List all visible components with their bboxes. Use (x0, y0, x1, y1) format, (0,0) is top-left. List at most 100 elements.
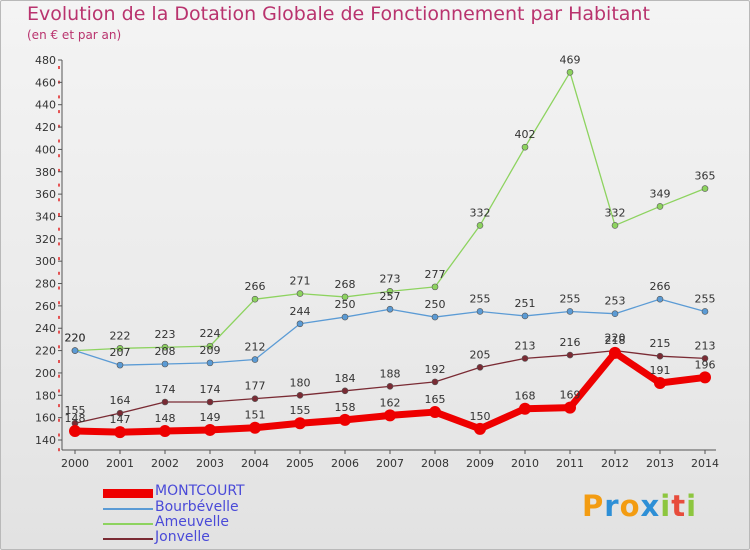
data-label: 150 (470, 410, 491, 423)
data-label: 469 (560, 53, 581, 66)
data-point (69, 425, 81, 438)
legend-swatch (103, 488, 153, 498)
data-label: 257 (380, 290, 401, 303)
legend-label: MONTCOURT (155, 483, 245, 499)
data-point (609, 346, 621, 359)
data-label: 268 (335, 278, 356, 291)
data-label: 271 (290, 275, 311, 288)
data-label: 165 (425, 393, 446, 406)
logo-letter: o (619, 489, 641, 523)
y-tick-label: 240 (35, 322, 56, 335)
data-label: 192 (425, 363, 446, 376)
data-point (654, 377, 666, 389)
legend-swatch (103, 523, 153, 525)
y-tick-label: 200 (35, 367, 56, 380)
data-point (566, 351, 574, 359)
data-label: 223 (155, 328, 176, 341)
x-tick-label: 2005 (286, 457, 314, 470)
data-point (114, 426, 126, 439)
data-label: 155 (290, 404, 311, 417)
y-tick-label: 160 (35, 412, 56, 425)
data-label: 273 (380, 272, 401, 285)
data-point (611, 310, 619, 318)
data-label: 168 (515, 390, 536, 403)
data-point (474, 422, 486, 435)
data-point (521, 312, 529, 320)
legend-label: Bourbévelle (155, 499, 239, 515)
proxiti-logo: Proxiti (582, 489, 697, 523)
data-label: 250 (335, 298, 356, 311)
data-point (249, 421, 261, 434)
x-tick-label: 2002 (151, 457, 179, 470)
x-tick-label: 2009 (466, 457, 494, 470)
data-point (206, 342, 214, 350)
data-label: 277 (425, 268, 446, 281)
data-point (519, 402, 531, 415)
y-tick-label: 460 (35, 76, 56, 89)
chart-title: Evolution de la Dotation Globale de Fonc… (27, 3, 650, 25)
data-point (161, 398, 169, 406)
data-label: 169 (560, 389, 581, 402)
data-label: 402 (515, 128, 536, 141)
data-label: 158 (335, 401, 356, 414)
data-label: 162 (380, 396, 401, 409)
data-point (611, 222, 619, 229)
y-tick-label: 180 (35, 389, 56, 402)
data-point (386, 288, 394, 295)
data-point (384, 409, 396, 422)
data-point (204, 423, 216, 436)
x-tick-label: 2004 (241, 457, 269, 470)
y-tick-label: 300 (35, 255, 56, 268)
data-point (566, 68, 574, 76)
data-point (251, 295, 259, 303)
y-tick-label: 440 (35, 99, 56, 112)
x-tick-label: 2006 (331, 457, 359, 470)
x-tick-label: 2003 (196, 457, 224, 470)
data-label: 213 (695, 339, 716, 352)
data-point (71, 347, 79, 354)
x-tick-label: 2014 (691, 457, 719, 470)
data-point (476, 222, 484, 229)
data-label: 266 (650, 280, 671, 293)
data-label: 220 (65, 332, 86, 345)
data-point (159, 425, 171, 438)
data-point (701, 355, 709, 362)
data-point (429, 406, 441, 419)
data-label: 332 (605, 206, 626, 219)
data-label: 213 (515, 339, 536, 352)
x-tick-label: 2001 (106, 457, 134, 470)
data-label: 196 (695, 358, 716, 371)
data-label: 177 (245, 380, 266, 393)
data-point (521, 143, 529, 151)
x-tick-label: 2012 (601, 457, 629, 470)
data-point (251, 395, 259, 402)
data-label: 251 (515, 297, 536, 310)
y-tick-label: 140 (35, 434, 56, 447)
data-label: 220 (65, 332, 86, 345)
data-point (656, 352, 664, 360)
data-point (431, 283, 439, 291)
legend-label: Jonvelle (155, 529, 210, 545)
data-point (521, 355, 529, 362)
data-label: 253 (605, 295, 626, 308)
data-label: 188 (380, 367, 401, 380)
data-label: 244 (290, 305, 311, 318)
data-point (476, 364, 484, 371)
data-point (116, 409, 124, 417)
y-tick-label: 360 (35, 188, 56, 201)
data-label: 255 (470, 292, 491, 305)
legend-label: Ameuvelle (155, 514, 229, 530)
logo-letter: x (640, 489, 661, 523)
data-label: 209 (200, 344, 221, 357)
data-label: 216 (560, 336, 581, 349)
data-point (699, 371, 711, 384)
data-label: 255 (695, 292, 716, 305)
y-tick-label: 400 (35, 143, 56, 156)
x-tick-label: 2007 (376, 457, 404, 470)
data-point (656, 295, 664, 303)
data-label: 255 (560, 292, 581, 305)
data-label: 155 (65, 404, 86, 417)
x-tick-label: 2013 (646, 457, 674, 470)
x-tick-label: 2008 (421, 457, 449, 470)
data-label: 208 (155, 345, 176, 358)
